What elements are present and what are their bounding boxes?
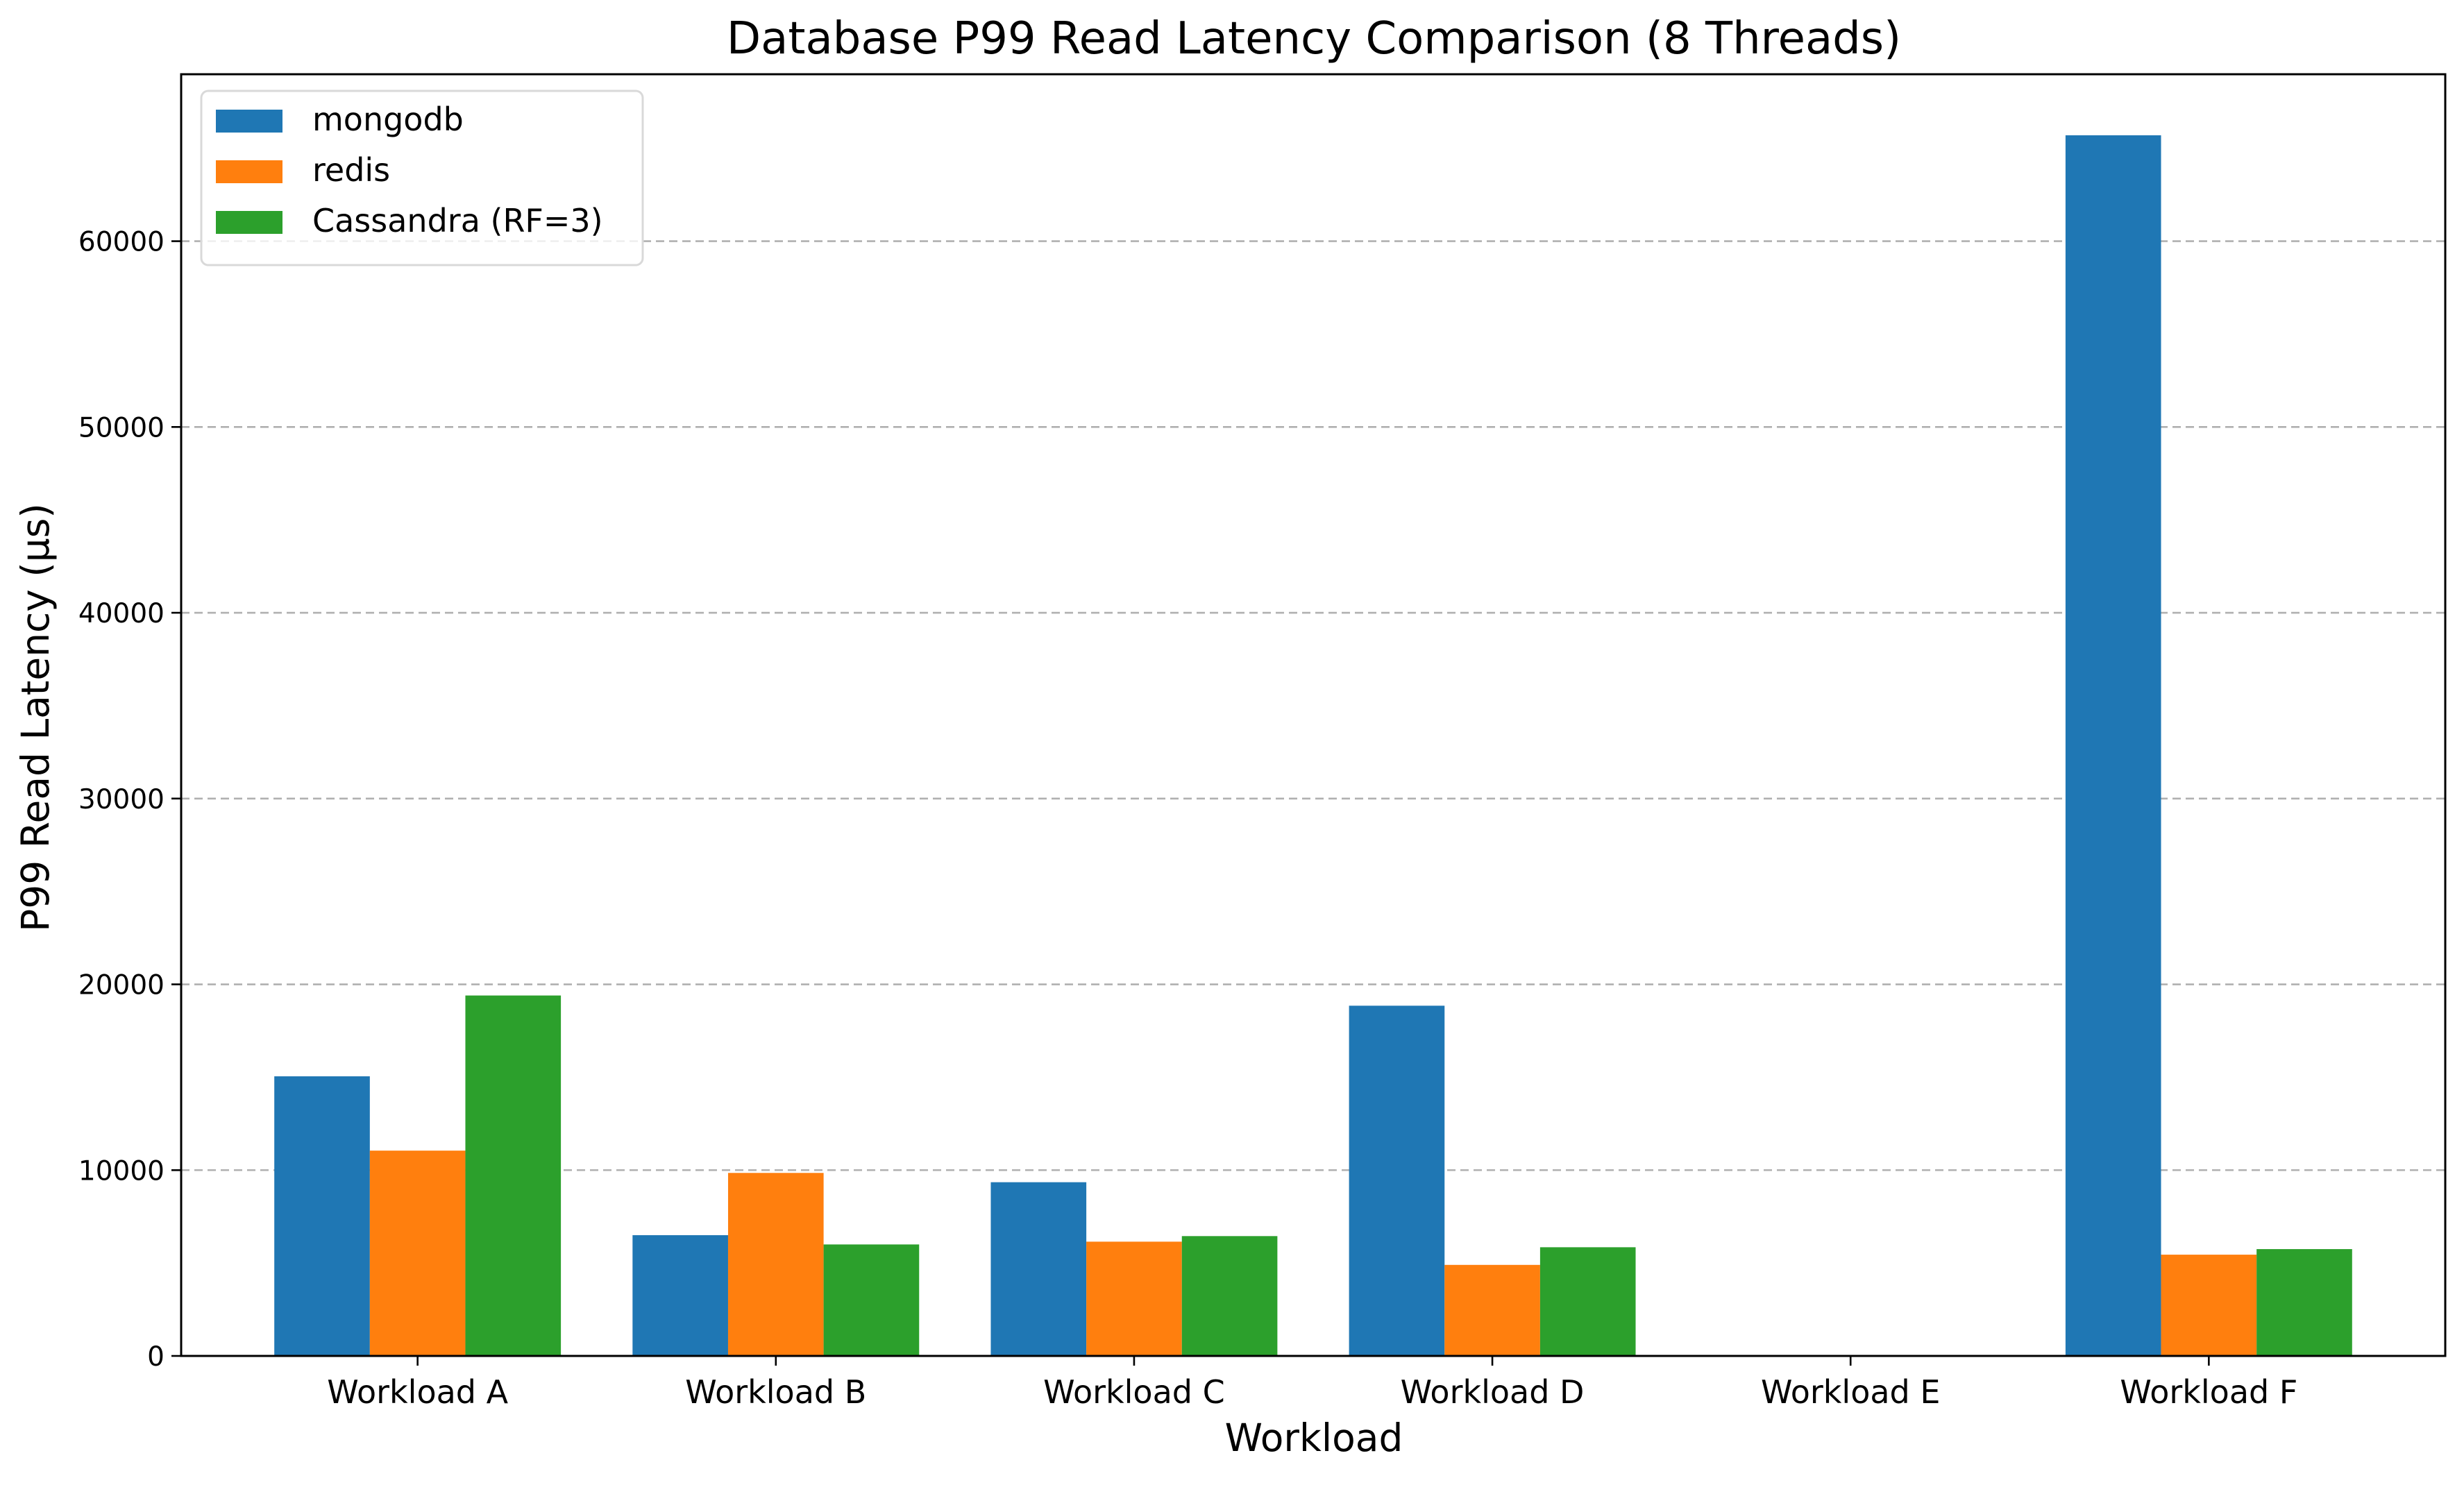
bar-cassandra bbox=[1539, 1247, 1636, 1356]
y-tick-label: 60000 bbox=[78, 227, 164, 258]
legend-label: redis bbox=[312, 151, 390, 189]
y-tick-label: 10000 bbox=[78, 1155, 164, 1187]
bar-redis bbox=[369, 1151, 466, 1356]
legend-swatch bbox=[216, 160, 282, 183]
bar-redis bbox=[1444, 1264, 1540, 1356]
x-tick-label: Workload C bbox=[1043, 1373, 1225, 1411]
x-axis-label: Workload bbox=[1225, 1416, 1403, 1460]
y-tick-label: 20000 bbox=[78, 970, 164, 1001]
bar-mongodb bbox=[632, 1234, 728, 1356]
bar-mongodb bbox=[274, 1076, 370, 1356]
bar-cassandra bbox=[1181, 1236, 1278, 1356]
y-tick-label: 30000 bbox=[78, 784, 164, 815]
y-tick-label: 40000 bbox=[78, 598, 164, 629]
x-tick-label: Workload D bbox=[1401, 1373, 1585, 1411]
y-tick-label: 0 bbox=[147, 1341, 164, 1373]
x-tick-label: Workload E bbox=[1761, 1373, 1940, 1411]
bars bbox=[274, 135, 2352, 1356]
legend-label: mongodb bbox=[312, 101, 464, 138]
bar-redis bbox=[1086, 1241, 1182, 1356]
bar-cassandra bbox=[823, 1244, 920, 1356]
legend-frame bbox=[200, 90, 644, 266]
x-tick-label: Workload B bbox=[685, 1373, 866, 1411]
legend-swatch bbox=[216, 211, 282, 234]
axes: 0 10000 20000 30000 40000 50000 60000 Workload … bbox=[78, 73, 2447, 1411]
bar-mongodb bbox=[990, 1182, 1087, 1356]
bar-cassandra bbox=[465, 995, 562, 1356]
bar-mongodb bbox=[1349, 1005, 1445, 1356]
bar-mongodb bbox=[2065, 135, 2161, 1356]
legend-label: Cassandra (RF=3) bbox=[312, 202, 603, 239]
legend-swatch bbox=[216, 110, 282, 133]
plot-frame bbox=[180, 73, 2447, 1357]
chart-title: Database P99 Read Latency Comparison (8 … bbox=[727, 13, 1901, 65]
x-tick-label: Workload A bbox=[327, 1373, 508, 1411]
x-tick-label: Workload F bbox=[2120, 1373, 2297, 1411]
y-axis-label: P99 Read Latency (µs) bbox=[13, 503, 58, 932]
bar-redis bbox=[2161, 1255, 2257, 1356]
bar-cassandra bbox=[2256, 1249, 2352, 1356]
legend: mongodb redis Cassandra (RF=3) bbox=[200, 90, 644, 266]
bar-redis bbox=[727, 1173, 824, 1356]
y-tick-label: 50000 bbox=[78, 412, 164, 443]
